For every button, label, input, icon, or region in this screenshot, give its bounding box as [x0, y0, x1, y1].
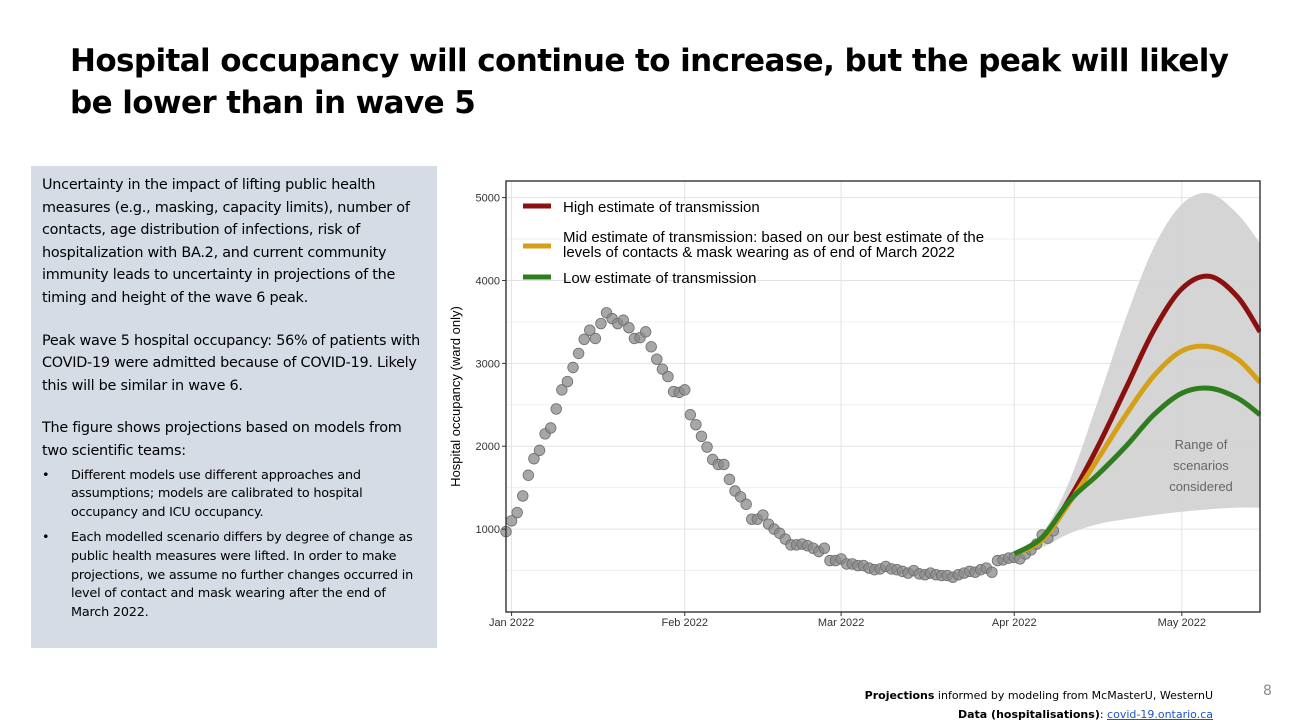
observed-data-point — [651, 353, 663, 365]
y-tick-label: 1000 — [476, 524, 500, 536]
x-tick-label: May 2022 — [1158, 617, 1206, 629]
x-tick-label: Apr 2022 — [992, 617, 1037, 629]
observed-data-point — [595, 317, 607, 330]
observed-data-point — [679, 384, 691, 396]
observed-data-point — [684, 409, 697, 421]
observed-data-point — [986, 566, 998, 578]
y-tick-label: 2000 — [476, 441, 500, 453]
footer-projections-label: Projections — [864, 689, 935, 702]
observed-data-point — [718, 458, 730, 471]
footer-data-line: Data (hospitalisations): covid-19.ontari… — [865, 705, 1213, 724]
observed-data-point — [533, 444, 546, 457]
range-annotation-line: considered — [1169, 479, 1233, 494]
y-tick-label: 5000 — [476, 193, 500, 205]
footer-projections-line: Projections informed by modeling from Mc… — [865, 686, 1213, 705]
footer-projections-text: informed by modeling from McMasterU, Wes… — [934, 689, 1213, 702]
y-axis-label: Hospital occupancy (ward only) — [448, 306, 463, 487]
top-mask — [506, 165, 1260, 180]
observed-data-point — [589, 332, 602, 345]
range-annotation: Range of scenarios considered — [1169, 437, 1233, 494]
chart-svg: 1000 2000 3000 4000 5000 Jan 2022 Feb 2022 Mar … — [448, 165, 1270, 635]
range-annotation-line: Range of — [1175, 437, 1228, 452]
bullet-marker: • — [42, 530, 50, 546]
observed-data-point — [695, 430, 708, 442]
y-tick-label: 4000 — [476, 275, 500, 287]
footer-data-separator: : — [1099, 708, 1108, 721]
observed-data-point — [550, 403, 562, 415]
y-tick-label: 3000 — [476, 358, 500, 370]
right-mask — [1261, 165, 1270, 635]
info-bullet-text: Each modelled scenario differs by degree… — [71, 530, 414, 620]
low-estimate-projection-line — [1012, 385, 1262, 557]
footer-data-link[interactable]: covid-19.ontario.ca — [1107, 708, 1213, 721]
slide-title: Hospital occupancy will continue to incr… — [70, 43, 1229, 121]
observed-data-point — [662, 370, 674, 383]
range-of-scenarios-band — [1014, 193, 1260, 556]
footer-data-label: Data (hospitalisations) — [957, 708, 1100, 721]
info-bullet-text: Different models use different approache… — [71, 467, 363, 520]
observed-data-point — [517, 490, 529, 502]
bullet-marker: • — [42, 467, 50, 483]
legend-label-mid-line: levels of contacts & mask wearing as of … — [563, 244, 955, 261]
observed-data-point — [701, 441, 713, 453]
observed-data-point — [578, 333, 590, 346]
legend-label-low: Low estimate of transmission — [563, 270, 756, 287]
hospital-occupancy-chart: 1000 2000 3000 4000 5000 Jan 2022 Feb 2022 Mar … — [445, 165, 1270, 635]
observed-data-point — [818, 542, 831, 554]
observed-data-point — [544, 422, 557, 434]
legend-label-mid: Mid estimate of transmission: based on o… — [563, 229, 984, 261]
info-bullet-item: • Different models use different approac… — [42, 467, 427, 523]
observed-data-point — [561, 375, 574, 388]
x-tick-label: Mar 2022 — [818, 617, 864, 629]
observed-data-point — [645, 341, 657, 353]
range-annotation-line: scenarios — [1173, 458, 1229, 473]
page-number: 8 — [1263, 683, 1272, 699]
observed-data-point — [757, 509, 769, 521]
observed-data-point — [623, 322, 635, 334]
observed-data-point — [556, 384, 568, 396]
legend-label-mid-line: Mid estimate of transmission: based on o… — [563, 229, 984, 246]
observed-data-point — [723, 473, 736, 486]
observed-data-point — [511, 506, 523, 519]
observed-data-point — [740, 498, 752, 510]
info-paragraph-figure-description: The figure shows projections based on mo… — [42, 420, 402, 459]
info-paragraph-uncertainty: Uncertainty in the impact of lifting pub… — [42, 177, 410, 306]
x-tick-label: Feb 2022 — [661, 617, 707, 629]
info-bullet-item: • Each modelled scenario differs by degr… — [42, 529, 427, 622]
observed-data-point — [528, 452, 540, 465]
observed-data-point — [572, 347, 585, 360]
legend-label-high: High estimate of transmission — [563, 199, 760, 216]
observed-data-point — [567, 361, 579, 374]
observed-data-point — [639, 326, 652, 338]
info-paragraph-peak-wave5: Peak wave 5 hospital occupancy: 56% of p… — [42, 332, 421, 394]
observed-data-point — [584, 324, 596, 336]
plot-border — [505, 180, 1261, 613]
footer-credits: Projections informed by modeling from Mc… — [865, 686, 1213, 724]
x-tick-label: Jan 2022 — [489, 617, 534, 629]
info-bullet-list: • Different models use different approac… — [42, 467, 427, 623]
info-box: Uncertainty in the impact of lifting pub… — [31, 166, 437, 648]
observed-data-point — [522, 469, 535, 481]
observed-data-point — [690, 418, 702, 431]
